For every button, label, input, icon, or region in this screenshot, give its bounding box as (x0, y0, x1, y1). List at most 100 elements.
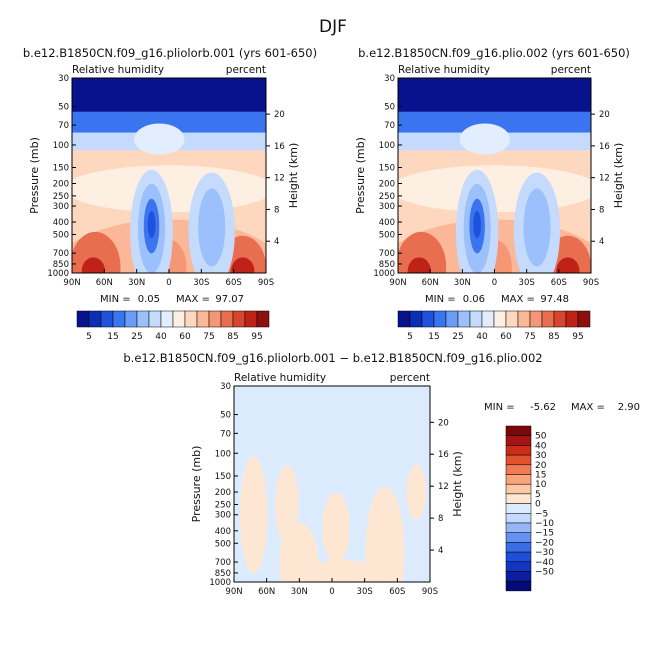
panel-3-htick-label-1: 16 (438, 450, 449, 460)
colorbar-2-swatch-10 (517, 310, 531, 328)
colorbar-2-label-7: 95 (572, 332, 583, 342)
panel-1-xtick-label-6: 90S (258, 278, 274, 288)
panel-2-ytick-label-1: 50 (384, 102, 395, 112)
colorbar-1-swatch-5 (136, 310, 150, 328)
colorbar-2-swatch-9 (505, 310, 519, 328)
colorbar-1-swatch-4 (124, 310, 138, 328)
colorbar-3-swatch-16 (505, 580, 532, 592)
panel-1-ytick-label-10: 700 (53, 249, 69, 259)
panel-3-xtick-label-6: 90S (422, 587, 438, 597)
panel-1-field-label: Relative humidity (72, 64, 164, 76)
panel-1-xtick-label-0: 90N (63, 278, 80, 288)
colorbar-3-label-9: −10 (535, 519, 554, 529)
colorbar-3-label-5: 10 (535, 480, 547, 490)
panel-1-ytick-label-7: 300 (53, 202, 69, 212)
panel-2-max-label: MAX = (501, 294, 535, 305)
panel-3-field (234, 386, 430, 582)
panel-1-min-label: MIN = (100, 294, 131, 305)
panel-3-fill-pos-4 (322, 492, 350, 564)
panel-2-htick-label-3: 8 (599, 205, 604, 215)
colorbar-2-swatch-12 (541, 310, 555, 328)
panel-1-ylabel: Pressure (mb) (28, 137, 41, 214)
panel-3-field-label: Relative humidity (234, 372, 326, 384)
panel-1-ytick-label-3: 100 (53, 141, 69, 151)
panel-2-ytick-label-4: 150 (379, 164, 395, 174)
panel-3-fill-pos-1 (239, 455, 268, 574)
colorbar-1-swatch-8 (172, 310, 186, 328)
colorbar-2-swatch-11 (529, 310, 543, 328)
panel-1-htick-label-2: 12 (274, 174, 285, 184)
colorbar-2-swatch-15 (577, 310, 591, 328)
panel-2-ytick-label-5: 200 (379, 179, 395, 189)
panel-3-ytick-label-0: 30 (220, 382, 231, 392)
colorbar-3-label-1: 40 (535, 441, 547, 451)
panel-2-fill-dry-sh-2 (523, 188, 551, 267)
panel-2-ytick-label-0: 30 (384, 74, 395, 84)
panel-3-units-label: percent (390, 372, 430, 384)
panel-3-ytick-label-11: 850 (215, 569, 231, 579)
panel-3-htick-label-0: 20 (438, 418, 449, 428)
colorbar-3-label-12: −30 (535, 548, 554, 558)
colorbar-3-swatch-7 (505, 493, 532, 504)
panel-3-ytick-label-8: 400 (215, 527, 231, 537)
panel-1-field (72, 78, 266, 273)
panel-1-fill-strat-3 (72, 78, 266, 112)
colorbar-3-label-2: 30 (535, 451, 547, 461)
panel-2-ylabel: Pressure (mb) (354, 137, 367, 214)
panel-1-xtick-label-3: 0 (166, 278, 171, 288)
colorbar-3-swatch-1 (505, 435, 532, 446)
colorbar-2-swatch-8 (493, 310, 507, 328)
colorbar-1-label-5: 75 (203, 332, 214, 342)
panel-2-htick-label-2: 12 (599, 174, 610, 184)
panel-2-fill-dry-nh-core (473, 211, 481, 239)
panel-3-ytick-label-1: 50 (220, 411, 231, 421)
panel-1-fill-tropopause (134, 123, 185, 155)
colorbar-2-swatch-2 (421, 310, 435, 328)
colorbar-1-label-2: 25 (131, 332, 142, 342)
colorbar-1-label-0: 5 (86, 332, 92, 342)
colorbar-1-swatch-11 (208, 310, 222, 328)
panel-2-fill-sh-core (556, 257, 580, 273)
panel-2-xtick-label-1: 60N (422, 278, 439, 288)
panel-3-xtick-label-4: 30S (357, 587, 373, 597)
panel-3-xtick-label-3: 0 (329, 587, 334, 597)
colorbar-3-swatch-9 (505, 513, 532, 524)
colorbar-3-swatch-13 (505, 551, 532, 563)
panel-2-min-value: 0.06 (463, 294, 485, 305)
panel-1-ytick-label-8: 400 (53, 218, 69, 228)
panel-2-fill-nh-core (407, 257, 431, 273)
panel-3-ylabel-right: Height (km) (451, 451, 464, 517)
colorbar-2-swatch-7 (481, 310, 495, 328)
colorbar-2-label-6: 85 (548, 332, 559, 342)
colorbar-1-swatch-1 (88, 310, 102, 328)
panel-3-xtick-label-5: 60S (389, 587, 405, 597)
colorbar-1-label-1: 15 (107, 332, 118, 342)
panel-1: b.e12.B1850CN.f09_g16.pliolorb.001 (yrs … (23, 46, 317, 342)
panel-1-ytick-label-5: 200 (53, 179, 69, 189)
colorbar-3-label-4: 15 (535, 471, 546, 481)
colorbar-1-swatch-3 (112, 310, 126, 328)
panel-2-htick-label-1: 16 (599, 142, 610, 152)
panel-2-xtick-label-0: 90N (389, 278, 406, 288)
colorbar-1-swatch-14 (244, 310, 258, 328)
panel-1-ytick-label-0: 30 (58, 74, 69, 84)
panel-2-max-value: 97.48 (540, 294, 569, 305)
colorbar-1-swatch-0 (76, 310, 90, 328)
panel-1-htick-label-1: 16 (274, 142, 285, 152)
panel-1-max-label: MAX = (176, 294, 210, 305)
panel-1-xtick-label-4: 30S (193, 278, 209, 288)
colorbar-3-label-3: 20 (535, 461, 547, 471)
panel-3-ytick-label-2: 70 (220, 429, 231, 439)
colorbar-1-swatch-9 (184, 310, 198, 328)
colorbar-2-label-3: 40 (476, 332, 488, 342)
panel-3-ytick-label-4: 150 (215, 472, 231, 482)
panel-3-min-label: MIN = (484, 402, 515, 413)
colorbar-1-swatch-12 (220, 310, 234, 328)
panel-1-fill-nh-core (81, 257, 105, 273)
colorbar-3-swatch-15 (505, 571, 532, 582)
colorbar-3-swatch-8 (505, 503, 532, 514)
panel-2: b.e12.B1850CN.f09_g16.plio.002 (yrs 601-… (354, 46, 630, 342)
colorbar-1-swatch-2 (100, 310, 114, 328)
colorbar-1-swatch-6 (148, 310, 162, 328)
panel-3-fill-pos-5 (365, 486, 405, 582)
